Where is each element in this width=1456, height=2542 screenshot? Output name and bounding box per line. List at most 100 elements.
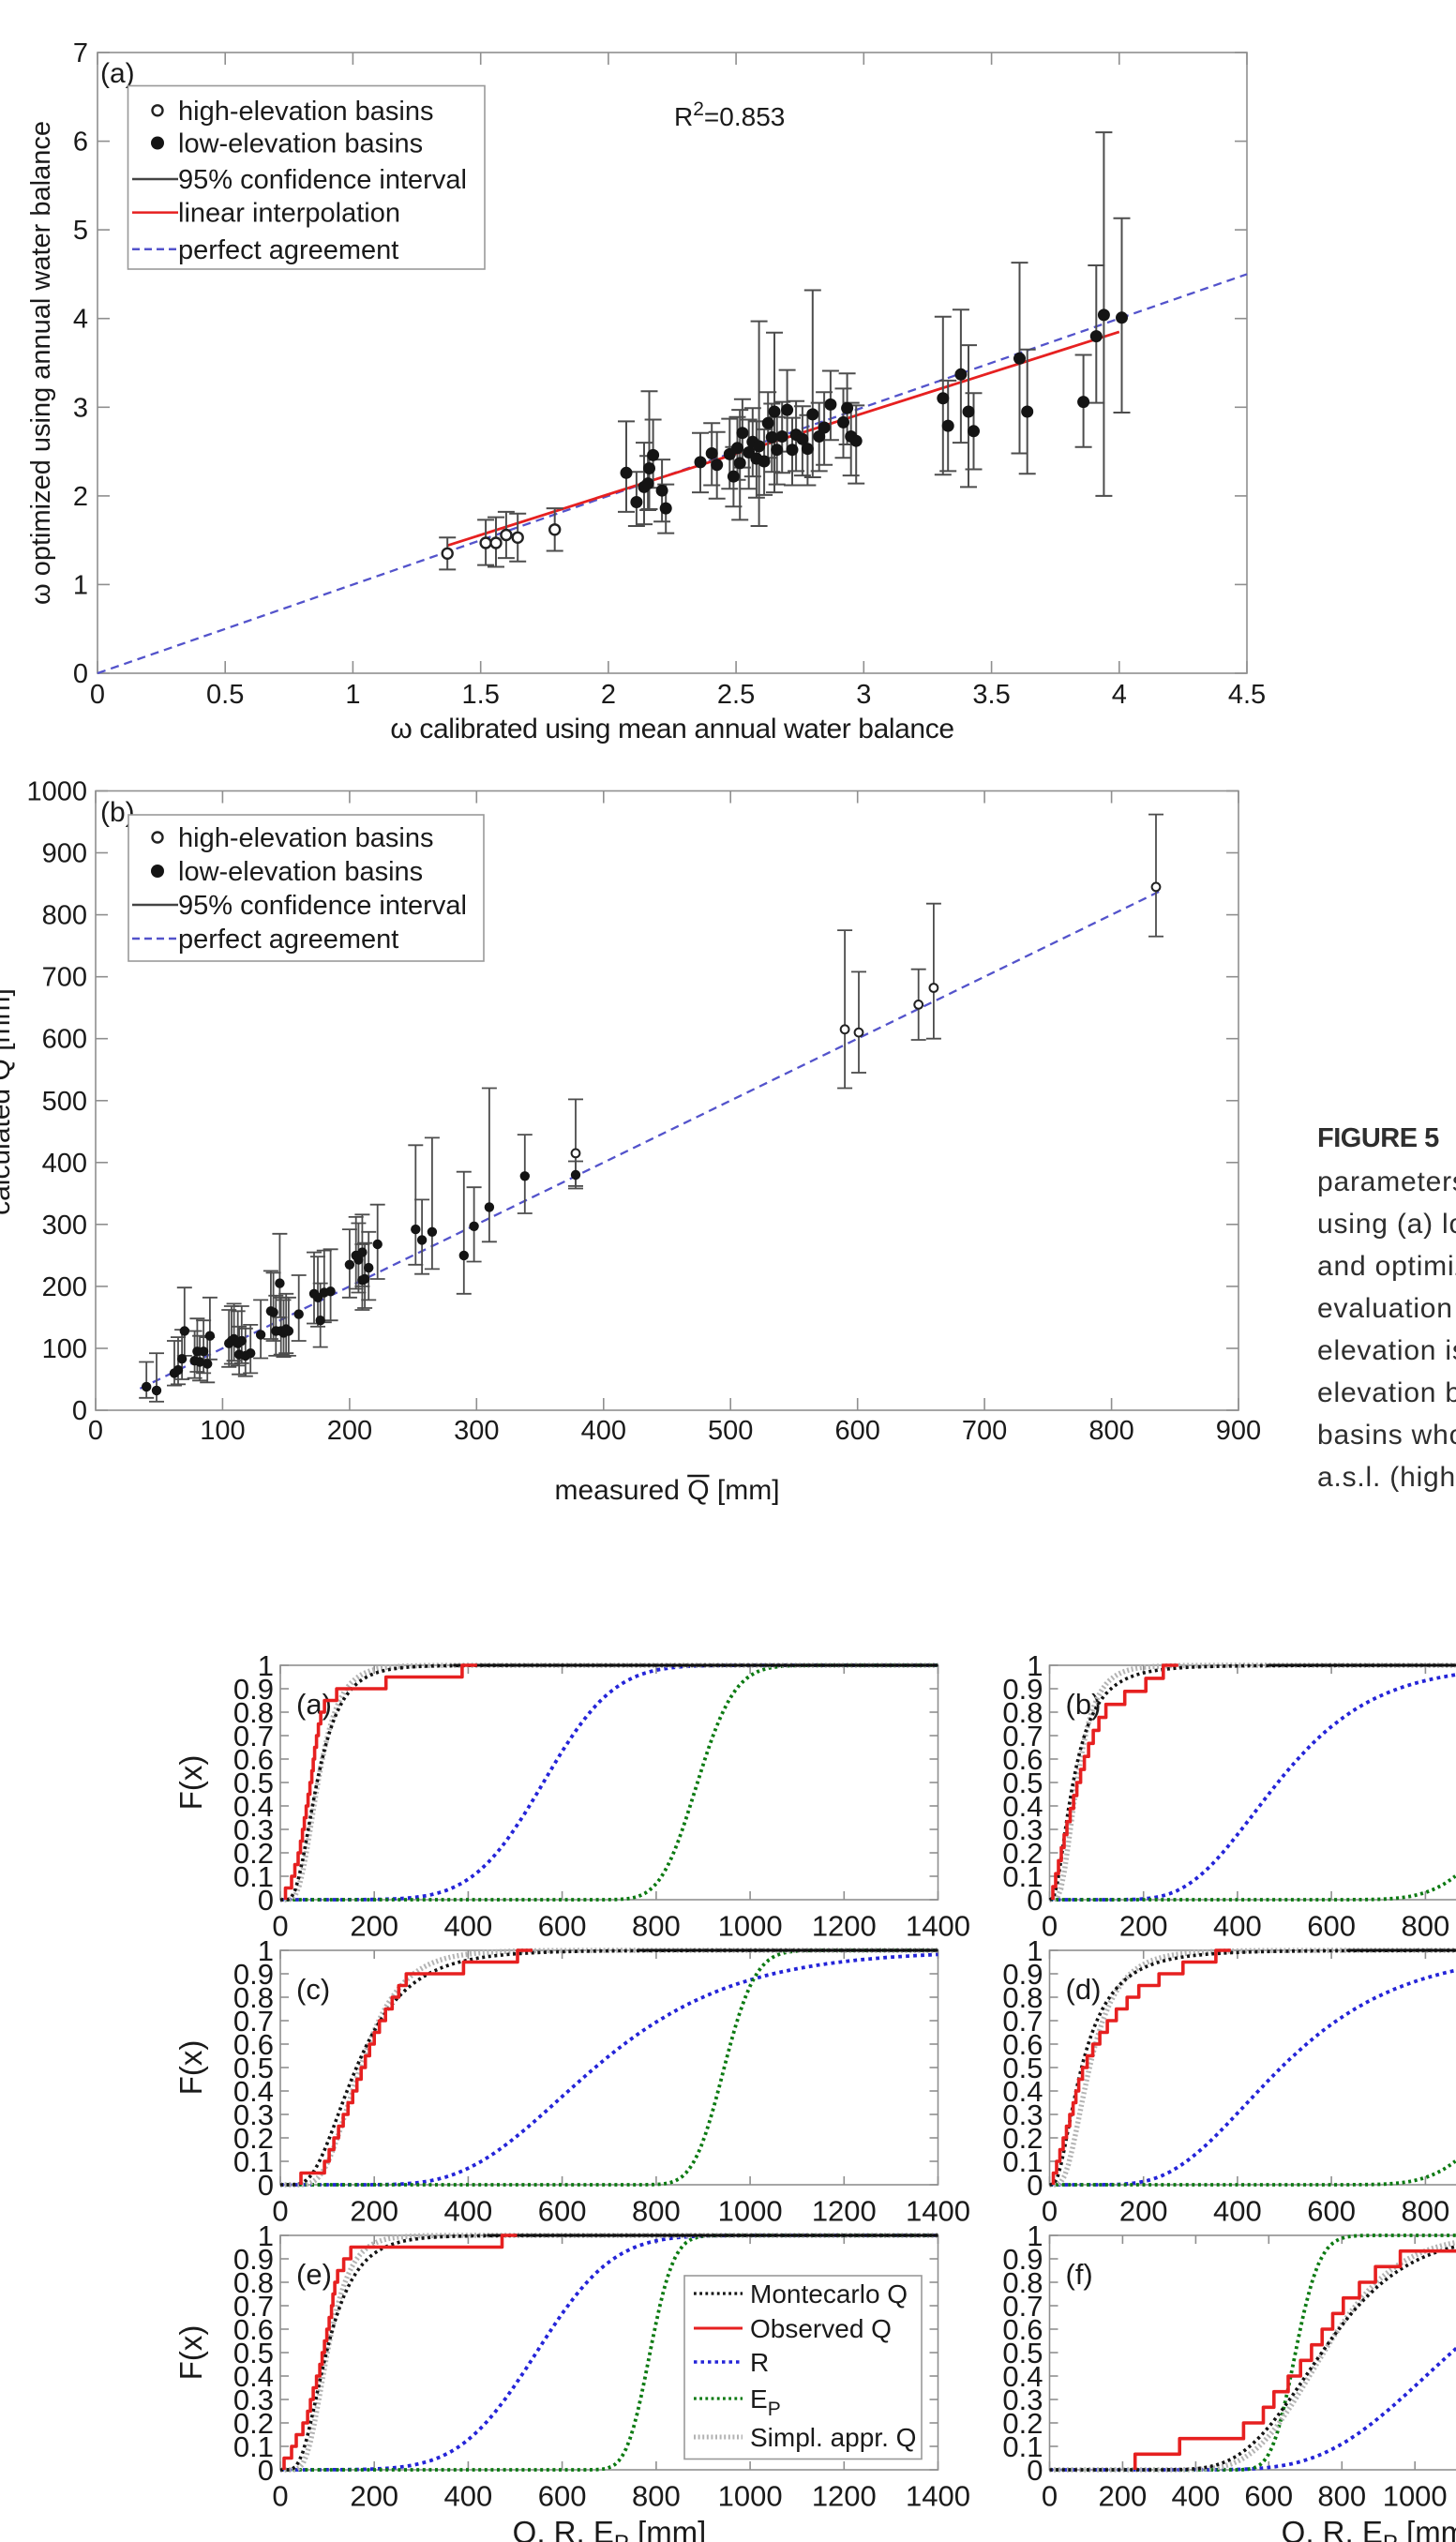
svg-text:1000: 1000 (1383, 2480, 1448, 2513)
svg-text:Q, R, EP [mm]: Q, R, EP [mm] (513, 2515, 707, 2542)
svg-text:0.5: 0.5 (233, 2052, 274, 2084)
svg-text:0: 0 (272, 2195, 288, 2228)
svg-text:high-elevation basins: high-elevation basins (178, 97, 433, 127)
svg-text:800: 800 (1317, 2480, 1366, 2513)
svg-text:R2=0.853: R2=0.853 (674, 98, 785, 131)
svg-text:3.5: 3.5 (972, 680, 1010, 710)
svg-text:3: 3 (73, 393, 88, 423)
svg-text:high-elevation basins: high-elevation basins (178, 823, 433, 853)
svg-text:1.5: 1.5 (462, 680, 500, 710)
svg-text:700: 700 (42, 963, 87, 993)
svg-text:0: 0 (1042, 1910, 1058, 1943)
svg-text:(b): (b) (1066, 1688, 1102, 1721)
svg-text:0.1: 0.1 (233, 2145, 274, 2178)
svg-text:(e): (e) (296, 2258, 332, 2291)
svg-text:0.1: 0.1 (233, 2430, 274, 2463)
svg-text:800: 800 (1402, 2195, 1450, 2228)
svg-text:0: 0 (258, 2454, 274, 2487)
svg-text:perfect agreement: perfect agreement (178, 235, 398, 265)
svg-text:(a): (a) (100, 58, 135, 89)
svg-text:Simpl. appr. Q: Simpl. appr. Q (750, 2423, 916, 2452)
svg-text:0.9: 0.9 (1002, 1673, 1043, 1706)
svg-text:3: 3 (856, 680, 871, 710)
svg-text:0.2: 0.2 (1002, 1837, 1043, 1870)
svg-text:0.9: 0.9 (233, 1673, 274, 1706)
svg-text:400: 400 (444, 2480, 493, 2513)
svg-text:2.5: 2.5 (717, 680, 755, 710)
svg-text:0.4: 0.4 (233, 2360, 274, 2393)
svg-text:800: 800 (632, 1910, 681, 1943)
svg-text:0.6: 0.6 (1002, 2313, 1043, 2346)
svg-text:R: R (750, 2348, 769, 2377)
svg-text:low-elevation basins: low-elevation basins (178, 857, 423, 887)
svg-text:Q, R, EP [mm]: Q, R, EP [mm] (1282, 2515, 1456, 2542)
svg-text:1000: 1000 (718, 1910, 783, 1943)
svg-text:0: 0 (1042, 2480, 1058, 2513)
svg-text:600: 600 (1307, 1910, 1356, 1943)
svg-text:0.5: 0.5 (1002, 1767, 1043, 1799)
svg-text:400: 400 (581, 1416, 626, 1446)
svg-text:0.3: 0.3 (1002, 1813, 1043, 1846)
svg-text:0: 0 (1027, 2169, 1043, 2202)
svg-text:900: 900 (42, 839, 87, 869)
svg-text:0.8: 0.8 (1002, 1981, 1043, 2014)
svg-text:600: 600 (835, 1416, 880, 1446)
svg-text:200: 200 (350, 1910, 398, 1943)
svg-text:200: 200 (1119, 1910, 1168, 1943)
svg-text:1: 1 (1027, 1934, 1043, 1967)
svg-text:0: 0 (1027, 1884, 1043, 1917)
svg-text:Montecarlo Q: Montecarlo Q (750, 2279, 908, 2309)
svg-text:400: 400 (1172, 2480, 1221, 2513)
svg-text:0.7: 0.7 (233, 2005, 274, 2038)
svg-text:elevation basins: elevation basins (1317, 1377, 1456, 1408)
svg-text:900: 900 (1216, 1416, 1261, 1446)
svg-text:0: 0 (272, 2480, 288, 2513)
svg-text:(f): (f) (1066, 2258, 1093, 2291)
svg-text:5: 5 (73, 216, 88, 246)
svg-text:0.7: 0.7 (233, 2290, 274, 2323)
svg-text:0.5: 0.5 (1002, 2052, 1043, 2084)
svg-text:0.8: 0.8 (233, 1981, 274, 2014)
svg-text:using (a) long-ter: using (a) long-ter (1317, 1209, 1456, 1240)
svg-text:0.3: 0.3 (1002, 2384, 1043, 2416)
svg-text:(c): (c) (296, 1973, 330, 2006)
svg-text:0.3: 0.3 (1002, 2098, 1043, 2131)
svg-text:0: 0 (1042, 2195, 1058, 2228)
svg-text:800: 800 (632, 2195, 681, 2228)
svg-text:0.2: 0.2 (233, 2407, 274, 2440)
svg-text:0.4: 0.4 (1002, 2075, 1043, 2108)
svg-text:1400: 1400 (906, 1910, 970, 1943)
svg-text:(d): (d) (1066, 1973, 1102, 2006)
svg-text:0.7: 0.7 (1002, 1720, 1043, 1752)
svg-text:calculated Q [mm]: calculated Q [mm] (0, 988, 16, 1215)
svg-text:0.6: 0.6 (1002, 2028, 1043, 2061)
svg-text:1200: 1200 (812, 1910, 877, 1943)
svg-text:200: 200 (42, 1272, 87, 1302)
svg-text:a.s.l. (high-elev: a.s.l. (high-elev (1317, 1462, 1456, 1493)
svg-text:0.8: 0.8 (233, 1696, 274, 1729)
svg-text:1: 1 (1027, 2219, 1043, 2252)
svg-text:500: 500 (42, 1087, 87, 1117)
svg-text:measured Q [mm]: measured Q [mm] (554, 1475, 779, 1506)
svg-text:0.7: 0.7 (1002, 2005, 1043, 2038)
svg-text:100: 100 (42, 1334, 87, 1364)
svg-text:400: 400 (444, 2195, 493, 2228)
svg-text:0.9: 0.9 (233, 2243, 274, 2276)
svg-text:1: 1 (345, 680, 360, 710)
svg-text:1: 1 (258, 1934, 274, 1967)
svg-text:2: 2 (73, 482, 88, 512)
svg-text:7: 7 (73, 38, 88, 68)
svg-text:0.7: 0.7 (233, 1720, 274, 1752)
svg-text:0: 0 (72, 1396, 87, 1426)
svg-text:0.5: 0.5 (233, 2337, 274, 2369)
svg-text:0.6: 0.6 (233, 2028, 274, 2061)
svg-text:0.6: 0.6 (1002, 1743, 1043, 1776)
svg-text:1: 1 (73, 570, 88, 600)
svg-text:0.5: 0.5 (233, 1767, 274, 1799)
svg-text:0: 0 (272, 1910, 288, 1943)
svg-text:800: 800 (1088, 1416, 1133, 1446)
svg-text:0.9: 0.9 (233, 1958, 274, 1991)
svg-text:F(x): F(x) (173, 2325, 208, 2381)
svg-text:600: 600 (538, 2195, 587, 2228)
svg-text:100: 100 (200, 1416, 245, 1446)
